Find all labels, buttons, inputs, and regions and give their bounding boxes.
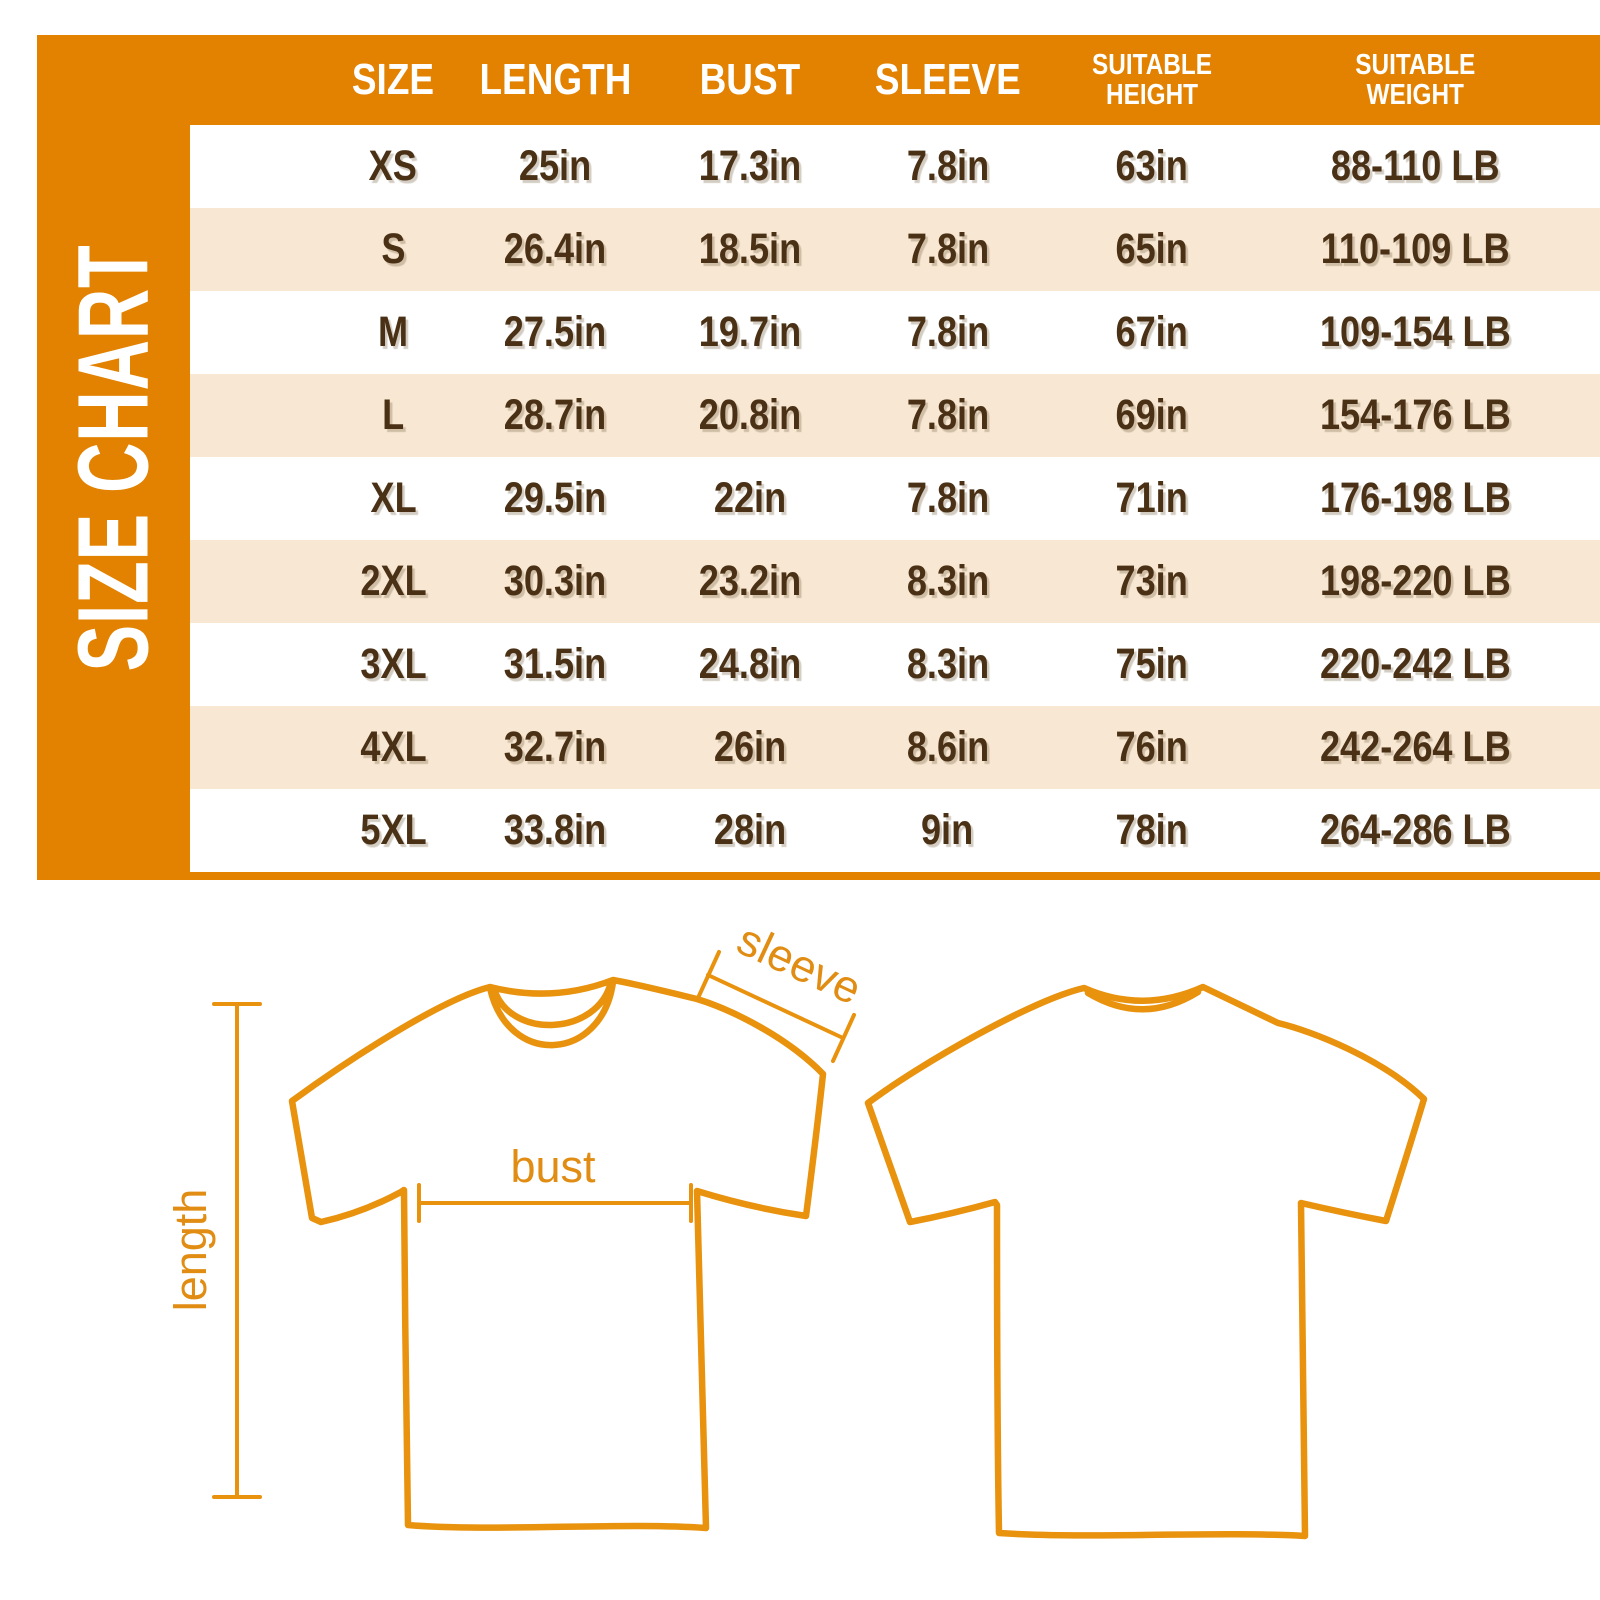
size-chart-title-band: SIZE CHART — [37, 35, 190, 880]
header-suitable-weight: SUITABLE WEIGHT — [1355, 49, 1476, 111]
size-chart-main: SIZE LENGTH BUST SLEEVE SUITABLE HEIGHT S… — [190, 35, 1600, 880]
cell-length: 26.4in — [503, 225, 607, 273]
cell-weight: 242-264 LB — [1319, 723, 1511, 771]
cell-size: XL — [369, 474, 417, 522]
cell-height: 69in — [1115, 391, 1188, 439]
table-row-m: M 27.5in 19.7in 7.8in 67in 109-154 LB — [190, 291, 1600, 374]
length-annotation — [212, 1002, 262, 1499]
cell-bust: 18.5in — [698, 225, 802, 273]
cell-height: 67in — [1115, 308, 1188, 356]
table-row-5xl: 5XL 33.8in 28in 9in 78in 264-286 LB — [190, 789, 1600, 872]
cell-height: 73in — [1115, 557, 1188, 605]
cell-bust: 23.2in — [698, 557, 802, 605]
cell-height: 76in — [1115, 723, 1188, 771]
header-bust: BUST — [699, 55, 801, 104]
back-shirt-outline — [864, 983, 1428, 1540]
cell-sleeve: 7.8in — [906, 391, 989, 439]
sleeve-annotation — [696, 950, 856, 1063]
cell-length: 33.8in — [503, 806, 607, 854]
table-row-xs: XS 25in 17.3in 7.8in 63in 88-110 LB — [190, 125, 1600, 208]
sleeve-label: sleeve — [730, 913, 869, 1014]
cell-height: 63in — [1115, 142, 1188, 190]
cell-length: 32.7in — [503, 723, 607, 771]
cell-bust: 22in — [713, 474, 787, 522]
cell-weight: 88-110 LB — [1330, 142, 1500, 190]
header-length: LENGTH — [479, 55, 631, 104]
cell-bust: 24.8in — [698, 640, 802, 688]
header-size: SIZE — [351, 55, 435, 104]
cell-weight: 220-242 LB — [1319, 640, 1511, 688]
front-shirt-outline — [288, 976, 827, 1532]
cell-sleeve: 8.3in — [906, 557, 989, 605]
cell-sleeve: 8.3in — [906, 640, 989, 688]
cell-sleeve: 7.8in — [906, 225, 989, 273]
cell-size: S — [381, 225, 406, 273]
cell-weight: 198-220 LB — [1319, 557, 1511, 605]
table-row-xl: XL 29.5in 22in 7.8in 71in 176-198 LB — [190, 457, 1600, 540]
cell-height: 75in — [1115, 640, 1188, 688]
table-header-row: SIZE LENGTH BUST SLEEVE SUITABLE HEIGHT S… — [190, 35, 1600, 125]
cell-size: M — [378, 308, 409, 356]
front-collar-band — [486, 978, 617, 1049]
cell-bust: 26in — [713, 723, 787, 771]
cell-bust: 20.8in — [698, 391, 802, 439]
cell-length: 29.5in — [503, 474, 607, 522]
bust-annotation — [417, 1183, 693, 1223]
cell-sleeve: 7.8in — [906, 308, 989, 356]
cell-size: 2XL — [359, 557, 427, 605]
cell-bust: 17.3in — [698, 142, 802, 190]
cell-weight: 264-286 LB — [1319, 806, 1511, 854]
cell-sleeve: 7.8in — [906, 142, 989, 190]
cell-bust: 28in — [713, 806, 787, 854]
cell-height: 71in — [1115, 474, 1188, 522]
table-row-4xl: 4XL 32.7in 26in 8.6in 76in 242-264 LB — [190, 706, 1600, 789]
cell-weight: 154-176 LB — [1319, 391, 1511, 439]
table-row-s: S 26.4in 18.5in 7.8in 65in 110-109 LB — [190, 208, 1600, 291]
cell-weight: 176-198 LB — [1319, 474, 1511, 522]
cell-length: 30.3in — [503, 557, 607, 605]
cell-weight: 110-109 LB — [1320, 225, 1510, 273]
header-sleeve: SLEEVE — [874, 55, 1021, 104]
table-body: XS 25in 17.3in 7.8in 63in 88-110 LB S 26… — [190, 125, 1600, 872]
bust-label: bust — [510, 1141, 596, 1192]
cell-sleeve: 8.6in — [906, 723, 989, 771]
cell-sleeve: 9in — [921, 806, 974, 854]
cell-bust: 19.7in — [698, 308, 802, 356]
cell-size: 5XL — [359, 806, 427, 854]
cell-sleeve: 7.8in — [906, 474, 989, 522]
cell-length: 25in — [518, 142, 592, 190]
cell-size: 3XL — [359, 640, 427, 688]
size-chart-table: SIZE CHART SIZE LENGTH BUST SLEEVE SUITA… — [37, 35, 1600, 880]
cell-height: 65in — [1115, 225, 1188, 273]
table-row-3xl: 3XL 31.5in 24.8in 8.3in 75in 220-242 LB — [190, 623, 1600, 706]
cell-size: L — [382, 391, 405, 439]
cell-length: 28.7in — [503, 391, 607, 439]
cell-length: 31.5in — [503, 640, 607, 688]
back-collar-band — [1084, 988, 1202, 1013]
cell-length: 27.5in — [503, 308, 607, 356]
cell-size: XS — [368, 142, 418, 190]
header-suitable-height: SUITABLE HEIGHT — [1091, 49, 1212, 111]
cell-size: 4XL — [359, 723, 427, 771]
size-chart-title: SIZE CHART — [57, 244, 169, 671]
table-row-2xl: 2XL 30.3in 23.2in 8.3in 73in 198-220 LB — [190, 540, 1600, 623]
table-row-l: L 28.7in 20.8in 7.8in 69in 154-176 LB — [190, 374, 1600, 457]
length-label: length — [165, 1189, 216, 1312]
tshirt-measurement-diagram: length bust sleeve — [165, 913, 1428, 1540]
cell-height: 78in — [1115, 806, 1188, 854]
cell-weight: 109-154 LB — [1319, 308, 1511, 356]
